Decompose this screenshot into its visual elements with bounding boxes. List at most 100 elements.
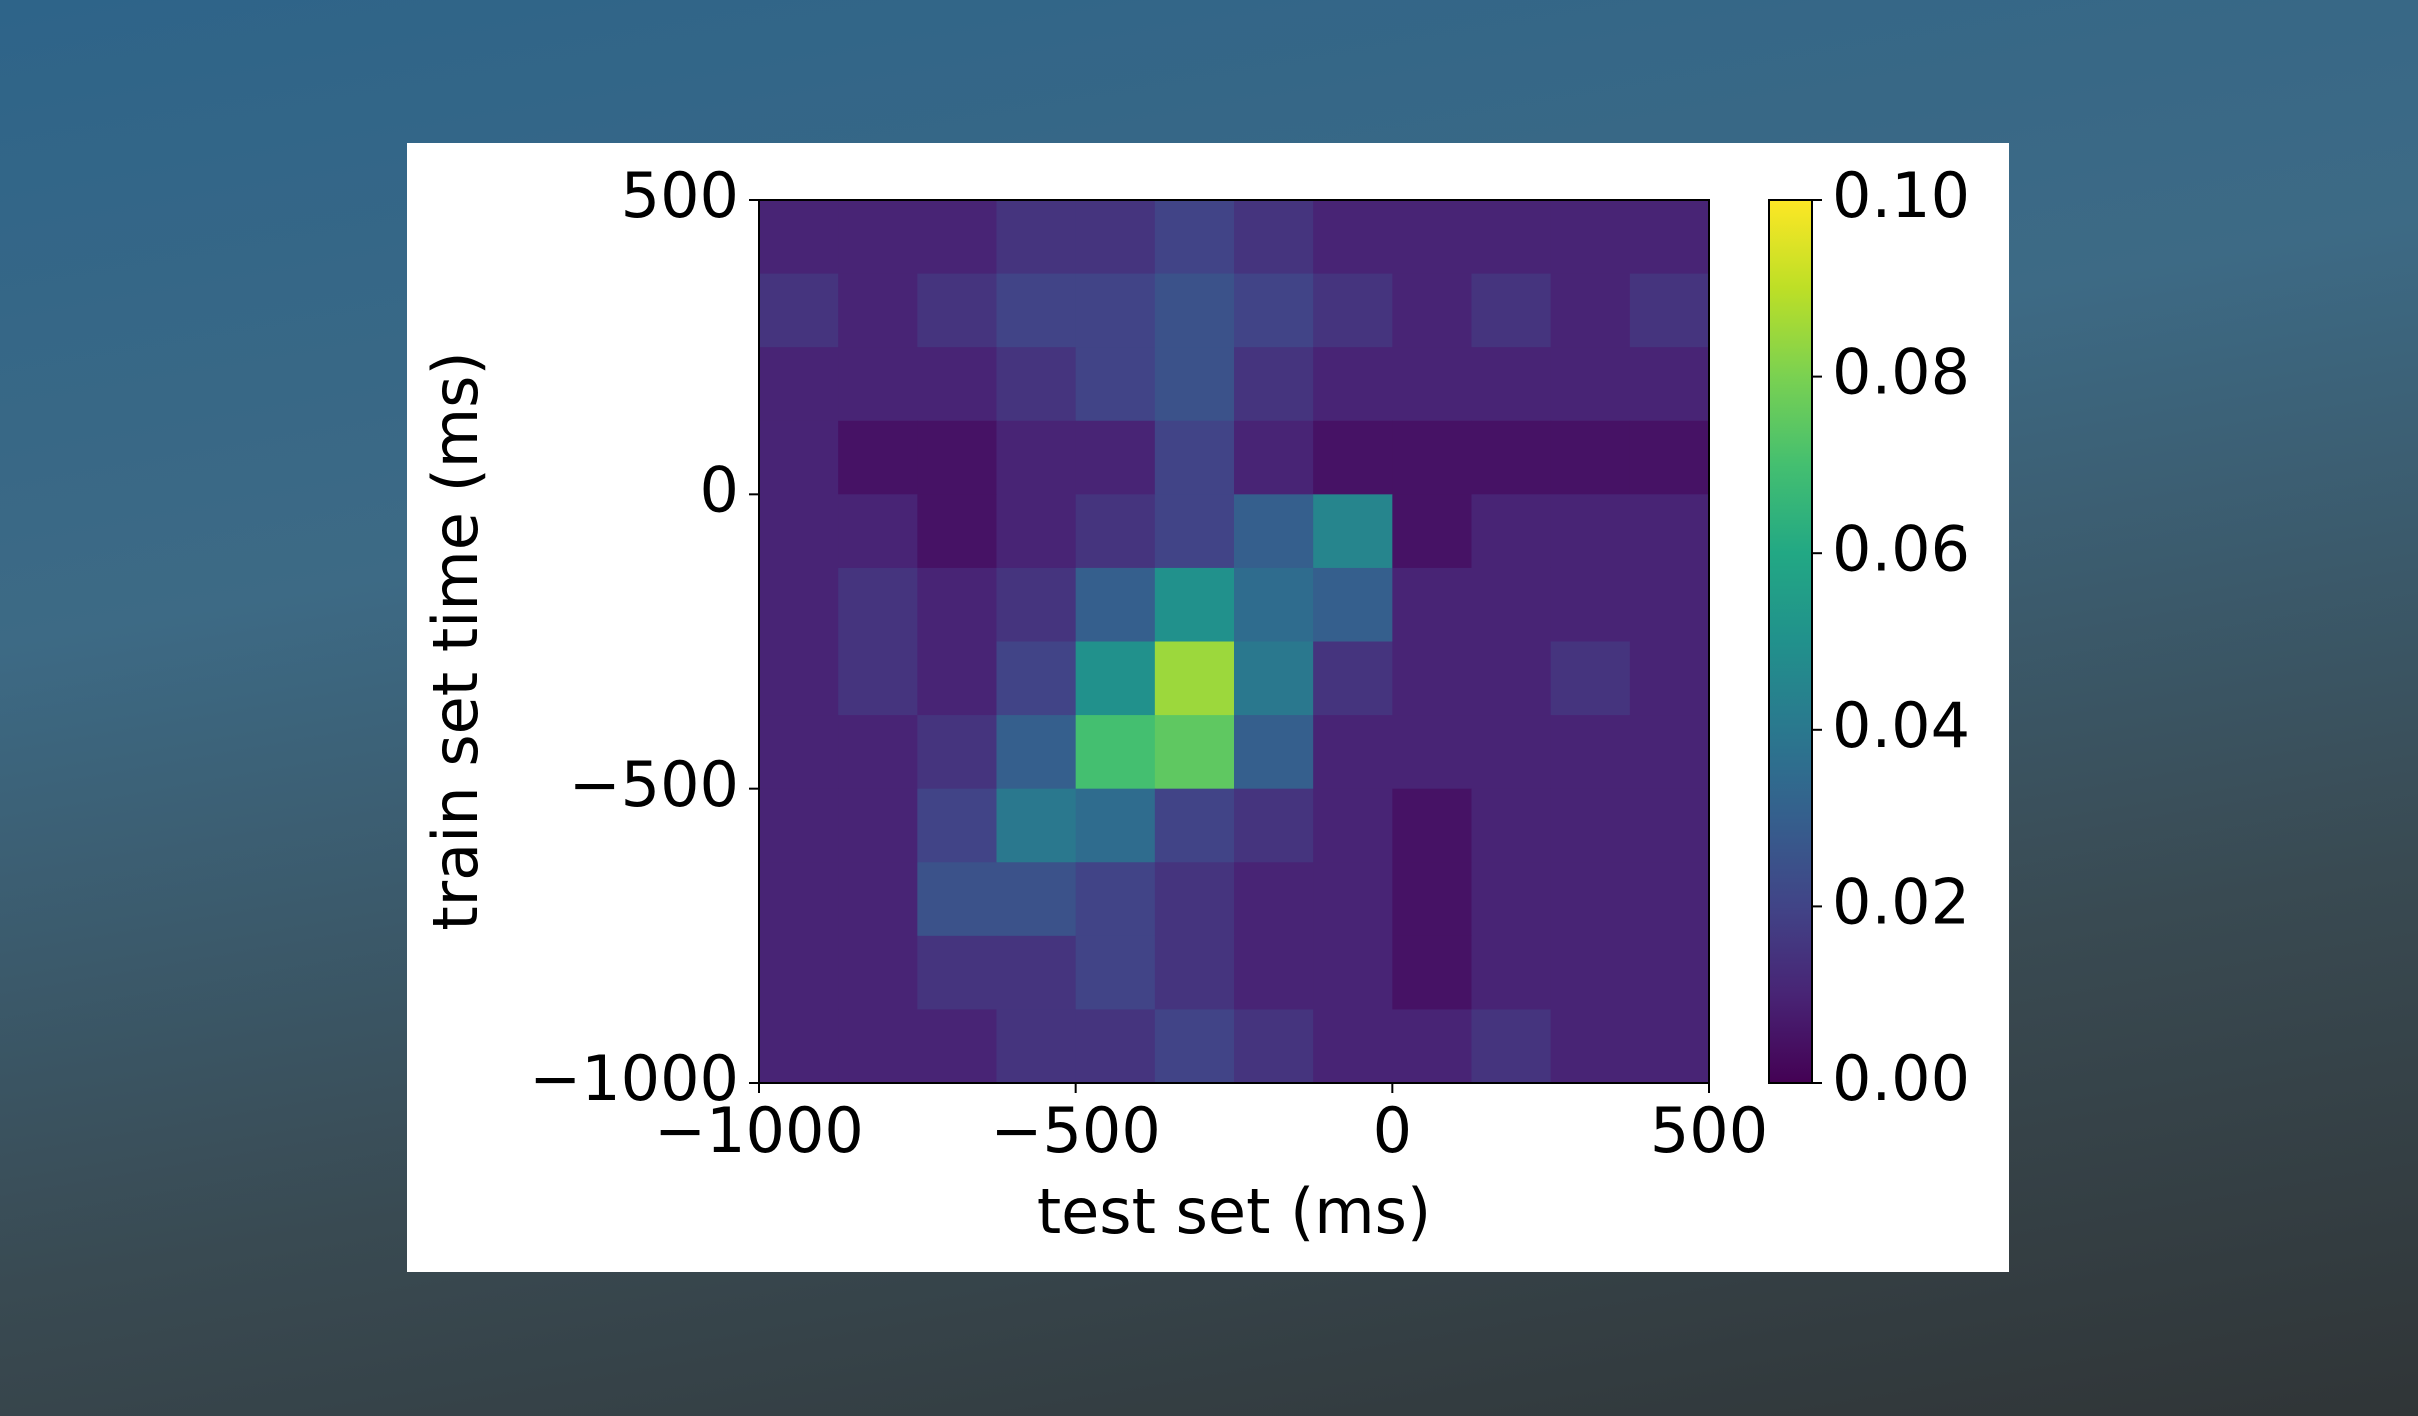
heatmap-cell [1313,494,1393,569]
heatmap-cell [1313,347,1393,422]
heatmap-cell [1392,200,1472,275]
heatmap-cell [1629,935,1710,1010]
heatmap-cell [1550,420,1631,495]
heatmap-cell [1313,715,1393,790]
heatmap-cell [1154,641,1235,716]
heatmap-cell [838,347,918,422]
heatmap-cell [1313,641,1393,716]
heatmap-cell [1471,935,1552,1010]
heatmap-cell [1075,200,1156,275]
heatmap-cell [759,641,839,716]
heatmap-cell [1075,1009,1156,1084]
x-axis-label: test set (ms) [1037,1175,1431,1248]
heatmap-cell [1075,935,1156,1010]
heatmap-cell [1313,935,1393,1010]
heatmap-cell [1550,273,1631,348]
heatmap-cell [1154,788,1235,863]
heatmap-cell [1154,347,1235,422]
heatmap-cell [996,567,1077,642]
heatmap-cell [996,200,1077,275]
heatmap-cell [1550,1009,1631,1084]
heatmap-cell [838,641,918,716]
heatmap-cell [759,273,839,348]
heatmap-cell [1313,788,1393,863]
heatmap-cell [1313,420,1393,495]
heatmap-cell [1629,273,1710,348]
heatmap-cell [1629,200,1710,275]
heatmap-cell [1154,273,1235,348]
heatmap-cell [1629,494,1710,569]
heatmap-cell [996,347,1077,422]
heatmap-cell [1550,641,1631,716]
colorbar-tick-label: 0.00 [1832,1042,1970,1115]
heatmap-cell [1313,200,1393,275]
y-tick-label: 0 [700,453,739,526]
heatmap-cell [1471,494,1552,569]
heatmap-cell [1075,567,1156,642]
y-tick-label: −500 [569,748,739,821]
y-tick-label: −1000 [529,1042,739,1115]
heatmap-cell [1629,641,1710,716]
heatmap-cell [759,494,839,569]
heatmap-cell [1471,1009,1552,1084]
heatmap-cell [996,273,1077,348]
heatmap-cell [1550,200,1631,275]
heatmap-cell [1234,715,1314,790]
heatmap-cell [838,1009,918,1084]
heatmap-cell [917,494,997,569]
heatmap-cell [996,641,1077,716]
heatmap-cell [838,567,918,642]
heatmap-cell [1075,788,1156,863]
heatmap-cell [838,715,918,790]
heatmap-cell [1234,935,1314,1010]
heatmap-cell [1075,494,1156,569]
heatmap-cell [759,420,839,495]
heatmap-cell [1154,715,1235,790]
heatmap-cell [917,715,997,790]
heatmap-cell [1234,788,1314,863]
heatmap-cell [1550,567,1631,642]
heatmap-cell [917,935,997,1010]
x-tick-label: −1000 [654,1094,864,1167]
heatmap-cell [1234,862,1314,937]
heatmap-cell [838,935,918,1010]
x-tick-label: −500 [991,1094,1161,1167]
heatmap-cell [759,200,839,275]
heatmap-cell [917,273,997,348]
heatmap-cell [1629,347,1710,422]
heatmap-cell [1234,347,1314,422]
heatmap-cell [1392,494,1472,569]
heatmap-cell [759,715,839,790]
heatmap-cell [759,862,839,937]
heatmap-cell [996,862,1077,937]
heatmap-cell [1629,788,1710,863]
heatmap-cell [1075,347,1156,422]
heatmap-cell [1392,420,1472,495]
heatmap-cell [1392,1009,1472,1084]
heatmap-cell [838,273,918,348]
heatmap-cell [1629,420,1710,495]
heatmap-cell [1550,347,1631,422]
heatmap-cell [917,420,997,495]
heatmap-cell [1313,1009,1393,1084]
heatmap-cell [1154,494,1235,569]
heatmap-cell [1629,1009,1710,1084]
heatmap-cell [838,862,918,937]
heatmap-cell [759,1009,839,1084]
heatmap-cell [1550,494,1631,569]
heatmap-cell [1313,567,1393,642]
heatmap-cell [1154,567,1235,642]
heatmap-cell [759,788,839,863]
heatmap-cell [1075,862,1156,937]
heatmap-cell [1234,641,1314,716]
heatmap-cell [996,715,1077,790]
heatmap-cell [1550,862,1631,937]
heatmap-cell [1471,788,1552,863]
heatmap-cell [1392,715,1472,790]
heatmap-cell [1234,1009,1314,1084]
heatmap-cell [1234,273,1314,348]
heatmap-cell [1075,420,1156,495]
heatmap-cell [917,641,997,716]
heatmap-cell [838,494,918,569]
